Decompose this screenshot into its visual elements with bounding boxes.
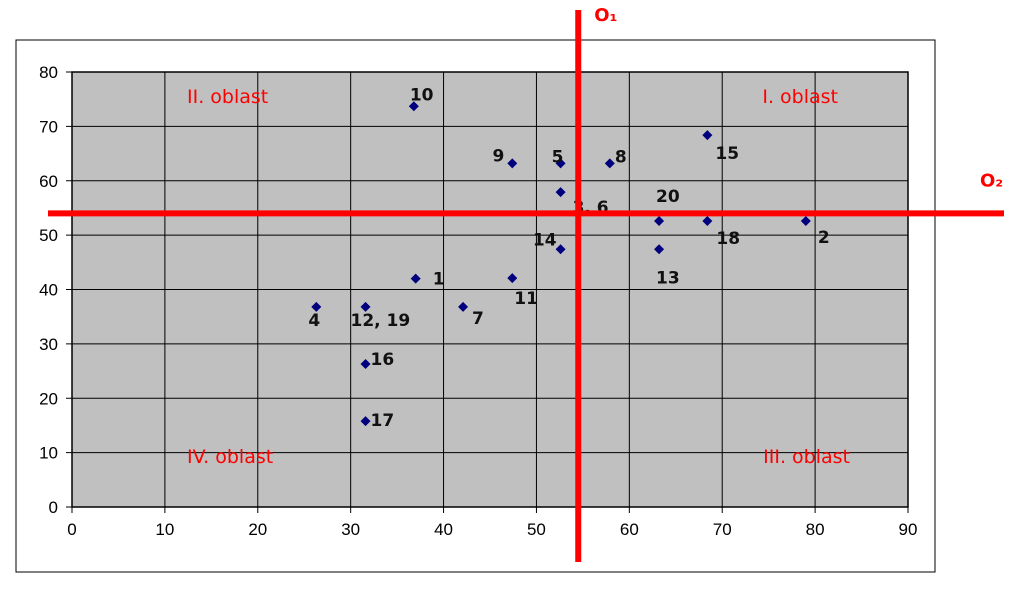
- y-tick-label: 70: [39, 117, 58, 136]
- region-labels: I. oblast II. oblast III. oblast IV. oblast: [187, 86, 850, 468]
- x-tick-label: 80: [806, 520, 825, 539]
- data-point: [702, 215, 713, 226]
- data-point: [555, 158, 566, 169]
- data-point: [507, 158, 518, 169]
- point-label: 11: [514, 289, 538, 309]
- y-tick-label: 60: [39, 172, 58, 191]
- x-tick-label: 90: [899, 520, 918, 539]
- data-point: [604, 158, 615, 169]
- point-label: 10: [410, 85, 434, 105]
- data-point: [410, 273, 421, 284]
- point-label: 1: [433, 270, 445, 290]
- data-point: [555, 244, 566, 255]
- o1-label: O₁: [594, 5, 617, 26]
- x-tick-label: 0: [67, 520, 76, 539]
- point-label: 14: [533, 230, 557, 250]
- point-label: 12, 19: [351, 311, 411, 331]
- data-point: [555, 187, 566, 198]
- y-tick-label: 50: [39, 226, 58, 245]
- y-tick-label: 0: [49, 498, 58, 517]
- x-tick-label: 40: [434, 520, 453, 539]
- data-point: [507, 273, 518, 284]
- region-label: IV. oblast: [187, 446, 273, 468]
- point-label: 13: [656, 268, 680, 288]
- region-label: II. oblast: [187, 86, 268, 108]
- point-label: 8: [615, 147, 627, 167]
- x-tick-label: 10: [155, 520, 174, 539]
- data-points: [311, 101, 811, 427]
- point-label: 15: [715, 144, 739, 164]
- data-point: [360, 301, 371, 312]
- y-tick-label: 40: [39, 281, 58, 300]
- point-label: 4: [308, 311, 320, 331]
- data-point: [702, 130, 713, 141]
- x-tick-label: 70: [713, 520, 732, 539]
- point-label: 17: [371, 411, 395, 431]
- data-point: [360, 416, 371, 427]
- point-label: 16: [371, 350, 395, 370]
- y-tick-label: 20: [39, 389, 58, 408]
- x-tick-label: 30: [341, 520, 360, 539]
- data-point: [800, 215, 811, 226]
- data-point: [311, 301, 322, 312]
- point-label: 5: [552, 147, 564, 167]
- threshold-lines: O₁ O₂: [48, 5, 1004, 562]
- data-point: [458, 301, 469, 312]
- data-point: [654, 215, 665, 226]
- o2-label: O₂: [980, 170, 1003, 191]
- region-label: I. oblast: [762, 86, 838, 108]
- region-label: III. oblast: [763, 446, 850, 468]
- point-label: 20: [656, 187, 680, 207]
- data-point: [360, 358, 371, 369]
- point-label: 7: [472, 309, 484, 329]
- y-tick-label: 30: [39, 335, 58, 354]
- gridlines: [72, 72, 908, 507]
- point-label: 18: [716, 229, 740, 249]
- x-tick-label: 50: [527, 520, 546, 539]
- point-label: 9: [492, 146, 504, 166]
- y-tick-label: 10: [39, 444, 58, 463]
- point-label: 2: [818, 228, 830, 248]
- data-point: [408, 101, 419, 112]
- x-tick-label: 20: [248, 520, 267, 539]
- x-tick-label: 60: [620, 520, 639, 539]
- y-tick-label: 80: [39, 63, 58, 82]
- data-point: [654, 244, 665, 255]
- axis-ticks: 0 10 20 30 40 50 60 70 80 90 0 10 20 30 40 50 60 70 80: [39, 63, 917, 539]
